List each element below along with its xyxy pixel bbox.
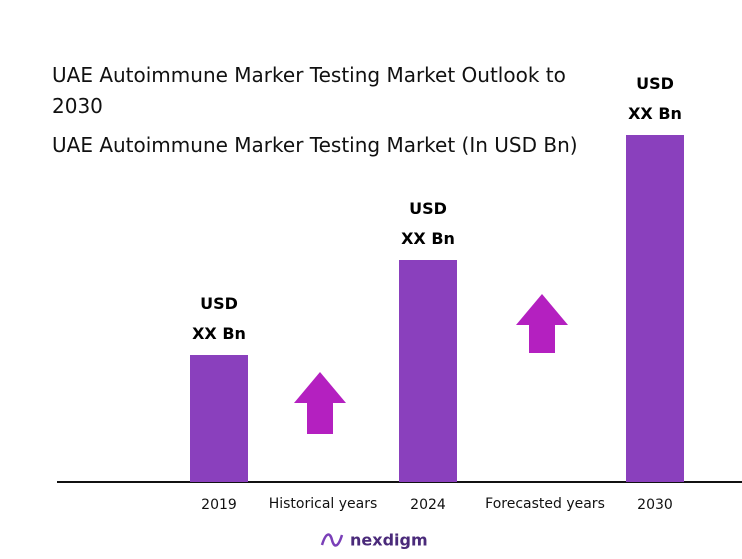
x-tick-label: 2030 xyxy=(637,497,673,513)
annotation: Historical years xyxy=(269,496,378,512)
logo: nexdigm xyxy=(350,531,428,550)
value-label: USD XX Bn xyxy=(401,199,455,248)
logo-icon xyxy=(320,533,344,547)
x-tick-label: 2019 xyxy=(201,497,237,513)
value-label: USD XX Bn xyxy=(628,74,682,123)
arrow xyxy=(516,294,568,353)
bar xyxy=(399,260,457,482)
bar xyxy=(626,135,684,482)
chart-subtitle: UAE Autoimmune Marker Testing Market (In… xyxy=(52,133,578,157)
annotation: Forecasted years xyxy=(485,496,605,512)
bar xyxy=(190,355,248,482)
value-label: USD XX Bn xyxy=(192,294,246,343)
x-tick-label: 2024 xyxy=(410,497,446,513)
chart-title: UAE Autoimmune Marker Testing Market Out… xyxy=(52,63,566,118)
arrow xyxy=(294,372,346,434)
